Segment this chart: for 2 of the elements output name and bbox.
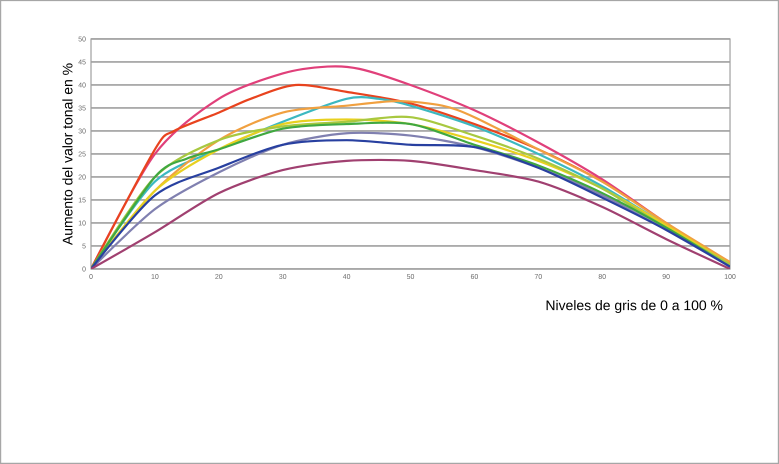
x-axis-title: Niveles de gris de 0 a 100 % [546,300,722,314]
y-axis-title: Aumento del valor tonal en % [62,63,73,246]
